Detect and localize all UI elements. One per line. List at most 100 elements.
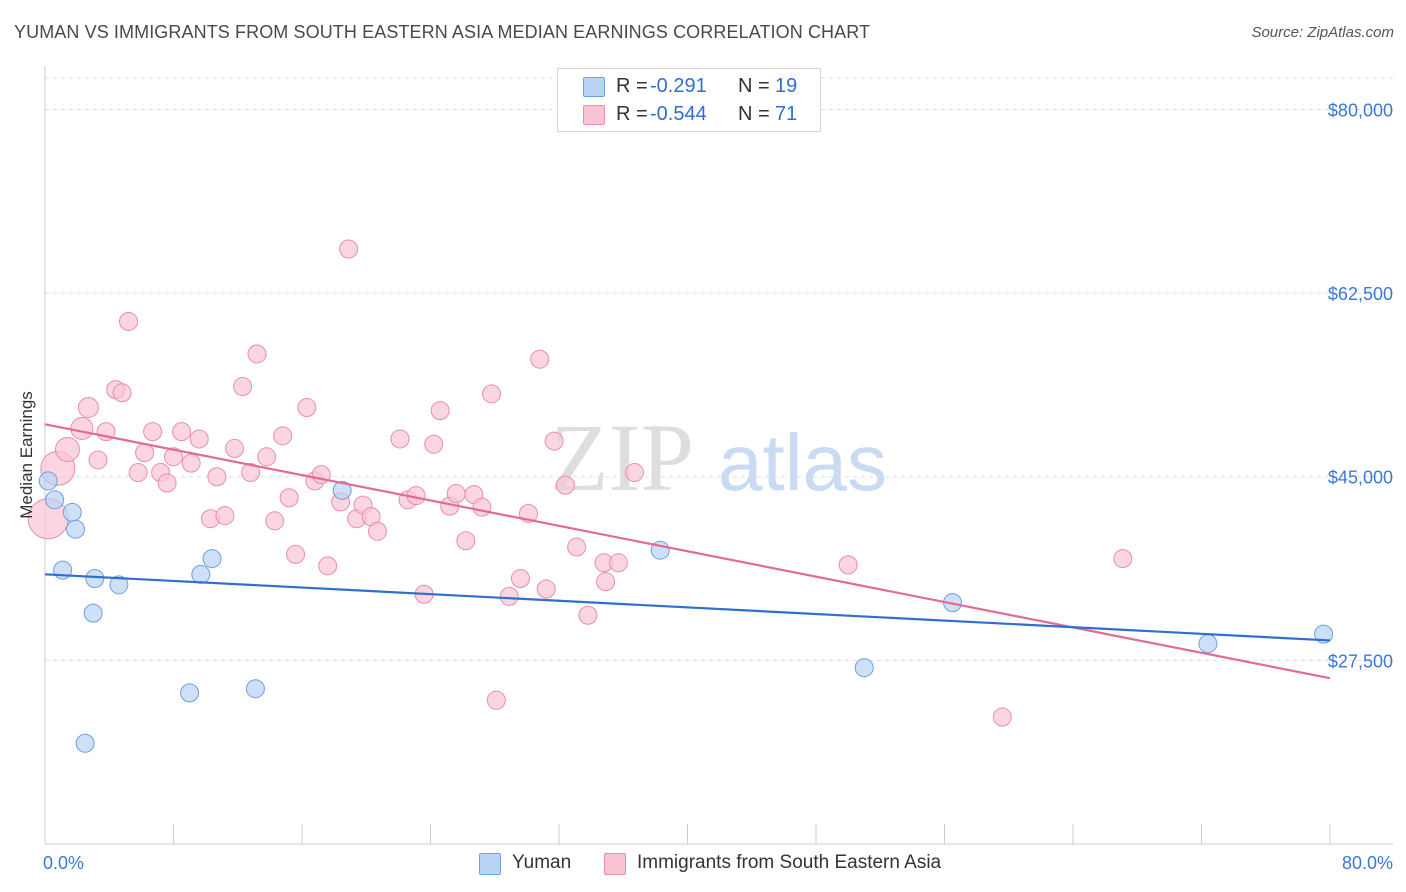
y-tick-label-2: $62,500 (1328, 284, 1393, 304)
point-yuman-1 (45, 490, 65, 510)
point-immigrants-40 (367, 521, 387, 541)
point-immigrants-21 (215, 506, 235, 526)
point-yuman-9 (180, 683, 200, 703)
r-label: R = (616, 103, 648, 125)
point-yuman-4 (66, 519, 86, 539)
point-yuman-12 (245, 679, 265, 699)
source-label: Source: ZipAtlas.com (1251, 24, 1394, 41)
point-immigrants-64 (596, 572, 616, 592)
point-immigrants-14 (157, 473, 177, 493)
axes (44, 66, 1393, 845)
point-immigrants-61 (567, 537, 587, 557)
point-immigrants-46 (430, 401, 450, 421)
point-immigrants-58 (536, 579, 556, 599)
point-immigrants-10 (128, 463, 148, 483)
point-yuman-11 (202, 549, 222, 569)
r-value: -0.544 (650, 103, 707, 125)
y-tick-label-3: $80,000 (1328, 100, 1393, 120)
point-immigrants-67 (838, 555, 858, 575)
point-immigrants-4 (77, 396, 99, 418)
point-immigrants-57 (530, 349, 550, 369)
point-immigrants-27 (265, 511, 285, 531)
tick-labels: $27,500 $45,000 $62,500 $80,000 0.0% 80.0% (43, 100, 1393, 873)
point-immigrants-62 (578, 605, 598, 625)
point-immigrants-9 (119, 311, 139, 331)
r-label: R = (616, 75, 648, 97)
point-immigrants-3 (70, 416, 94, 440)
point-yuman-18 (1314, 624, 1334, 644)
n-value: 19 (775, 75, 798, 97)
y-tick-label-0: $27,500 (1328, 651, 1393, 671)
point-immigrants-31 (297, 397, 317, 417)
point-immigrants-55 (510, 569, 530, 589)
y-tick-label-1: $45,000 (1328, 468, 1393, 488)
point-immigrants-22 (225, 438, 245, 458)
point-yuman-17 (1198, 634, 1218, 654)
point-immigrants-69 (1113, 549, 1133, 569)
point-immigrants-5 (88, 450, 108, 470)
trendline-immigrants (44, 423, 1331, 680)
point-yuman-0 (38, 471, 58, 491)
point-immigrants-60 (555, 475, 575, 495)
trendline-yuman (44, 573, 1331, 642)
point-immigrants-18 (189, 429, 209, 449)
n-value: 71 (775, 103, 798, 125)
point-immigrants-41 (390, 429, 410, 449)
legend-row-yuman: R = -0.291 N = 19 (558, 73, 820, 101)
point-yuman-13 (332, 480, 352, 500)
point-yuman-6 (83, 603, 103, 623)
legend-swatch-yuman (479, 853, 501, 875)
point-immigrants-15 (164, 447, 183, 467)
legend-swatch-immigrants (604, 853, 626, 875)
point-immigrants-20 (207, 467, 227, 487)
gridlines (45, 77, 1393, 661)
chart-title: YUMAN VS IMMIGRANTS FROM SOUTH EASTERN A… (14, 22, 871, 42)
point-immigrants-29 (279, 488, 299, 508)
legend-row-immigrants: R = -0.544 N = 71 (558, 101, 820, 129)
watermark-zip: ZIP (550, 404, 694, 511)
point-immigrants-8 (112, 383, 132, 403)
point-immigrants-30 (286, 544, 306, 564)
point-immigrants-23 (233, 376, 253, 396)
point-yuman-15 (854, 658, 874, 678)
point-immigrants-48 (446, 484, 466, 504)
point-yuman-10 (191, 564, 211, 584)
point-immigrants-28 (273, 426, 293, 446)
data-points (27, 239, 1334, 753)
series-legend: Yuman Immigrants from South Eastern Asia (0, 852, 1406, 878)
point-immigrants-52 (482, 384, 502, 404)
legend-swatch-immigrants (583, 105, 605, 125)
point-immigrants-54 (499, 586, 519, 606)
point-immigrants-45 (424, 434, 444, 454)
point-immigrants-34 (318, 556, 338, 576)
n-label: N = (738, 75, 770, 97)
point-immigrants-17 (181, 453, 201, 473)
point-yuman-5 (75, 733, 95, 753)
r-value: -0.291 (650, 75, 707, 97)
x-tick-label-0: 0.0% (43, 853, 84, 873)
legend-label-yuman: Yuman (512, 852, 572, 873)
point-immigrants-26 (257, 447, 277, 467)
point-immigrants-51 (472, 497, 492, 517)
point-immigrants-36 (339, 239, 359, 259)
point-yuman-3 (62, 502, 82, 522)
watermark: ZIP atlas (550, 404, 887, 511)
point-immigrants-65 (608, 553, 628, 573)
y-axis-label: Median Earnings (17, 391, 36, 519)
correlation-legend: R = -0.291 N = 19 R = -0.544 N = 71 (557, 68, 821, 132)
x-tick-label-1: 80.0% (1342, 853, 1393, 873)
point-immigrants-49 (456, 531, 476, 551)
point-immigrants-68 (992, 707, 1012, 727)
point-immigrants-12 (143, 422, 163, 442)
point-immigrants-24 (241, 463, 261, 483)
n-label: N = (738, 103, 770, 125)
legend-label-immigrants: Immigrants from South Eastern Asia (637, 852, 942, 873)
point-yuman-7 (85, 569, 105, 589)
trend-lines (44, 423, 1331, 680)
point-immigrants-53 (486, 690, 506, 710)
watermark-atlas: atlas (718, 418, 887, 507)
point-immigrants-16 (172, 422, 192, 442)
point-immigrants-66 (624, 463, 644, 483)
point-immigrants-2 (54, 436, 80, 462)
